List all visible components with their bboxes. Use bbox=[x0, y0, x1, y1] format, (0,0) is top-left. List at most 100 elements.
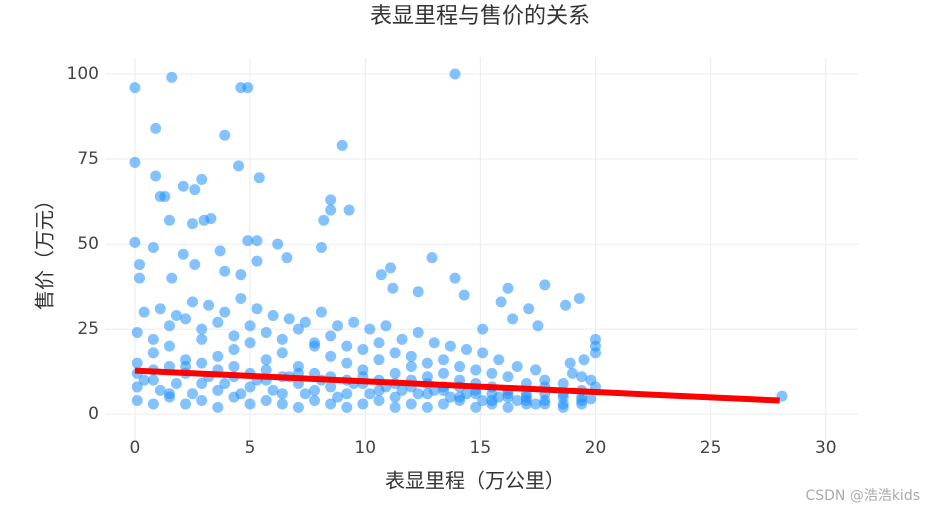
point bbox=[138, 374, 150, 386]
point bbox=[154, 384, 166, 396]
point bbox=[341, 388, 353, 400]
point bbox=[150, 170, 162, 182]
point bbox=[196, 378, 208, 390]
x-tick-label: 25 bbox=[700, 438, 722, 458]
point bbox=[180, 313, 192, 325]
x-axis-label: 表显里程（万公里） bbox=[385, 469, 565, 493]
point bbox=[486, 367, 498, 379]
point bbox=[131, 395, 143, 407]
point bbox=[260, 395, 272, 407]
point bbox=[438, 367, 450, 379]
point bbox=[449, 68, 461, 80]
point bbox=[454, 361, 466, 373]
point bbox=[380, 320, 392, 332]
point bbox=[276, 388, 288, 400]
point bbox=[138, 306, 150, 318]
point bbox=[438, 354, 450, 366]
point bbox=[421, 401, 433, 413]
point bbox=[458, 289, 470, 301]
point bbox=[212, 384, 224, 396]
point bbox=[421, 357, 433, 369]
point bbox=[187, 296, 199, 308]
point bbox=[147, 241, 159, 253]
point bbox=[177, 248, 189, 260]
point bbox=[299, 316, 311, 328]
point bbox=[214, 245, 226, 257]
point bbox=[180, 398, 192, 410]
point bbox=[163, 391, 175, 403]
point bbox=[272, 238, 284, 250]
point bbox=[520, 391, 532, 403]
point bbox=[502, 282, 514, 294]
point bbox=[134, 272, 146, 284]
point bbox=[189, 258, 201, 270]
point bbox=[412, 286, 424, 298]
point bbox=[131, 327, 143, 339]
point bbox=[412, 388, 424, 400]
point bbox=[428, 337, 440, 349]
point bbox=[251, 235, 263, 247]
point bbox=[578, 354, 590, 366]
point bbox=[299, 388, 311, 400]
point bbox=[251, 255, 263, 267]
point bbox=[235, 292, 247, 304]
point bbox=[309, 337, 321, 349]
point bbox=[187, 388, 199, 400]
point bbox=[244, 398, 256, 410]
point bbox=[576, 371, 588, 383]
point bbox=[147, 347, 159, 359]
point bbox=[159, 190, 171, 202]
point bbox=[187, 218, 199, 230]
point bbox=[315, 241, 327, 253]
point bbox=[438, 398, 450, 410]
point bbox=[276, 347, 288, 359]
x-tick-label: 20 bbox=[585, 438, 607, 458]
point bbox=[212, 350, 224, 362]
point bbox=[228, 361, 240, 373]
point bbox=[332, 391, 344, 403]
point bbox=[170, 310, 182, 322]
point bbox=[389, 401, 401, 413]
point bbox=[454, 395, 466, 407]
point bbox=[147, 398, 159, 410]
point bbox=[375, 269, 387, 281]
point bbox=[235, 388, 247, 400]
point bbox=[228, 344, 240, 356]
point bbox=[461, 344, 473, 356]
point bbox=[477, 395, 489, 407]
point bbox=[242, 82, 254, 94]
point bbox=[502, 371, 514, 383]
y-tick-label: 100 bbox=[67, 64, 99, 84]
point bbox=[267, 384, 279, 396]
point bbox=[532, 320, 544, 332]
point bbox=[170, 378, 182, 390]
point bbox=[426, 252, 438, 264]
watermark: CSDN @浩浩kids bbox=[805, 488, 920, 504]
point bbox=[325, 194, 337, 206]
point bbox=[131, 381, 143, 393]
point bbox=[131, 357, 143, 369]
point bbox=[281, 252, 293, 264]
point bbox=[244, 381, 256, 393]
point bbox=[260, 327, 272, 339]
point bbox=[129, 236, 141, 248]
point bbox=[147, 333, 159, 345]
point bbox=[336, 139, 348, 151]
point bbox=[244, 337, 256, 349]
point bbox=[539, 279, 551, 291]
point bbox=[129, 82, 141, 94]
point bbox=[318, 214, 330, 226]
point bbox=[557, 401, 569, 413]
x-tick-label: 10 bbox=[354, 438, 376, 458]
point bbox=[212, 401, 224, 413]
point bbox=[389, 391, 401, 403]
point bbox=[219, 265, 231, 277]
point bbox=[129, 156, 141, 168]
x-tick-label: 5 bbox=[245, 438, 256, 458]
point bbox=[405, 398, 417, 410]
point bbox=[564, 357, 576, 369]
point bbox=[196, 323, 208, 335]
point bbox=[166, 272, 178, 284]
point bbox=[242, 235, 254, 247]
